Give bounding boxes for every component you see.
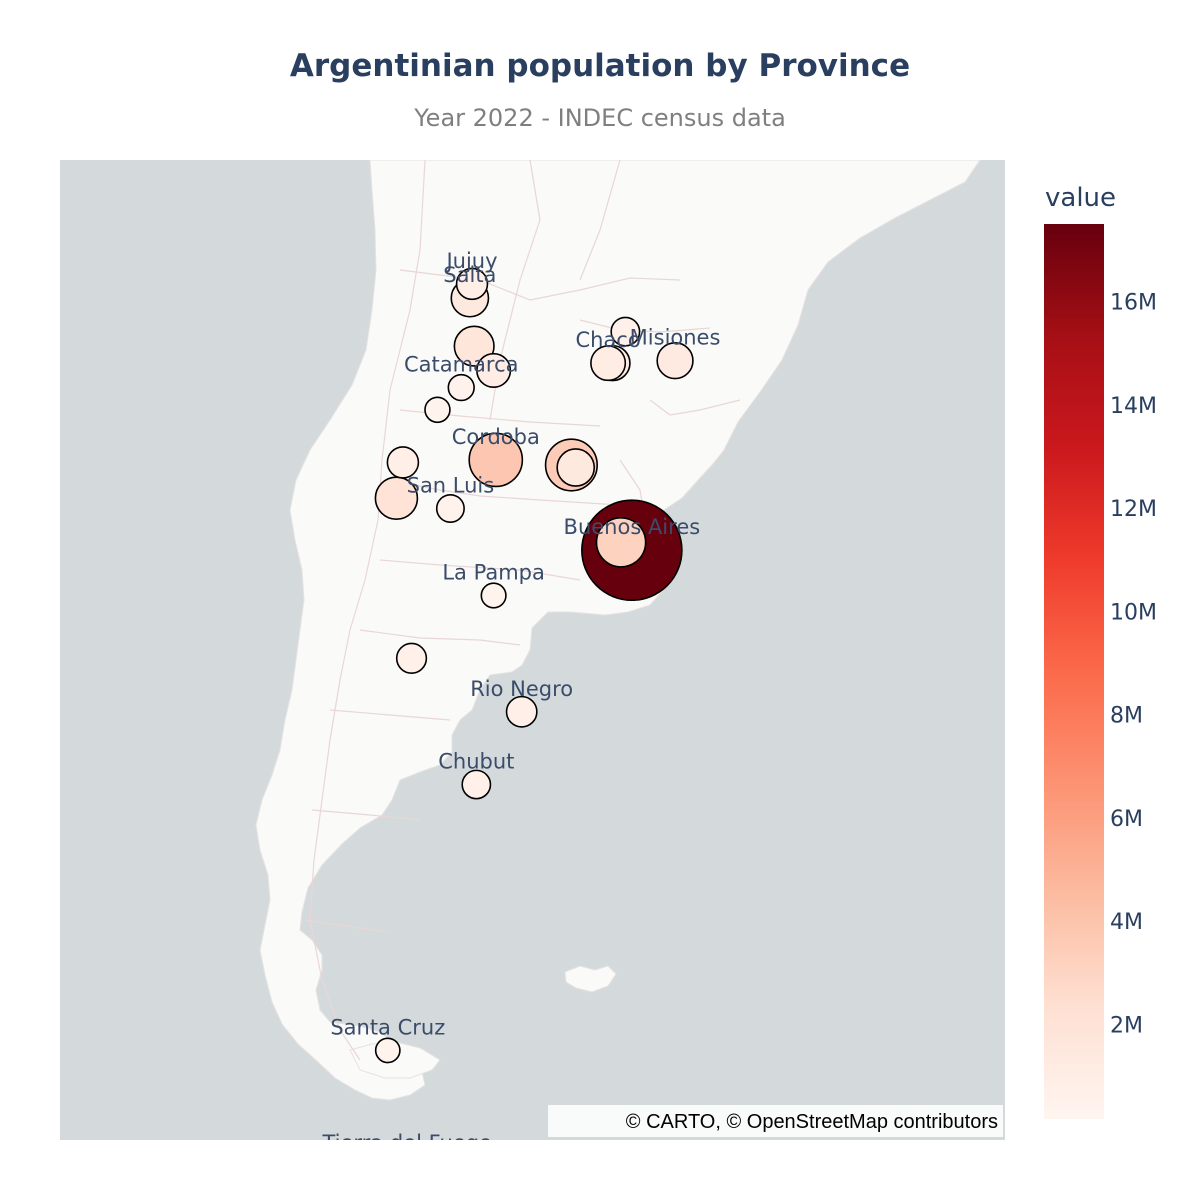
colorbar-tick-label: 10M	[1110, 600, 1157, 625]
province-border	[389, 479, 621, 506]
province-border	[379, 559, 581, 581]
chart-subtitle: Year 2022 - INDEC census data	[414, 104, 786, 132]
province-marker[interactable]	[455, 267, 489, 301]
province-marker[interactable]	[556, 448, 596, 487]
province-marker[interactable]	[656, 342, 694, 380]
province-label: Jujuy	[444, 249, 497, 273]
province-marker[interactable]	[395, 642, 428, 674]
map-attribution: © CARTO, © OpenStreetMap contributors	[626, 1111, 998, 1133]
province-label: Chubut	[438, 750, 514, 774]
province-label: Catamarca	[404, 353, 519, 377]
colorbar-tick-label: 4M	[1110, 910, 1143, 935]
colorbar-gradient	[1044, 224, 1104, 1119]
province-label: La Pampa	[442, 560, 545, 584]
province-marker[interactable]	[595, 516, 647, 568]
province-label: Chaco	[575, 328, 640, 352]
province-border	[329, 709, 451, 721]
province-marker[interactable]	[447, 373, 475, 402]
province-marker[interactable]	[374, 1037, 401, 1064]
colorbar-tick-label: 8M	[1110, 704, 1143, 729]
colorbar-tick-label: 2M	[1110, 1013, 1143, 1038]
falkland-islands	[564, 965, 617, 993]
province-border	[649, 399, 741, 416]
colorbar-title: value	[1045, 183, 1116, 213]
province-border	[311, 809, 421, 821]
province-marker[interactable]	[468, 432, 524, 488]
province-label: Salta	[443, 263, 496, 287]
province-marker[interactable]	[610, 316, 641, 347]
chart-title: Argentinian population by Province	[289, 48, 911, 84]
colorbar-tick-label: 14M	[1110, 394, 1157, 419]
province-marker[interactable]	[590, 345, 627, 382]
province-marker[interactable]	[480, 582, 507, 609]
province-marker[interactable]	[505, 695, 538, 728]
attribution-background	[548, 1105, 1003, 1137]
province-marker[interactable]	[435, 493, 465, 523]
province-border	[359, 629, 521, 646]
colorbar-tick-label: 6M	[1110, 807, 1143, 832]
province-label: Rio Negro	[470, 677, 573, 701]
province-marker[interactable]	[476, 352, 512, 389]
province-label: Buenos Aires	[564, 515, 701, 539]
province-marker[interactable]	[386, 446, 420, 479]
colorbar: value 2M 4M 6M 8M 10M 12M 14M 16M	[1044, 183, 1157, 1119]
province-marker[interactable]	[461, 769, 492, 800]
colorbar-tick-label: 12M	[1110, 497, 1157, 522]
province-label: Tierra del Fuego	[321, 1131, 491, 1140]
province-marker[interactable]	[424, 396, 451, 424]
colorbar-tick-label: 16M	[1110, 290, 1157, 315]
province-label: Cordoba	[452, 425, 540, 449]
province-label: San Luis	[407, 473, 495, 497]
province-label: Misiones	[630, 326, 721, 350]
province-label: Santa Cruz	[330, 1015, 445, 1039]
province-border	[304, 919, 391, 933]
province-border	[309, 160, 426, 1061]
province-border	[579, 160, 621, 281]
